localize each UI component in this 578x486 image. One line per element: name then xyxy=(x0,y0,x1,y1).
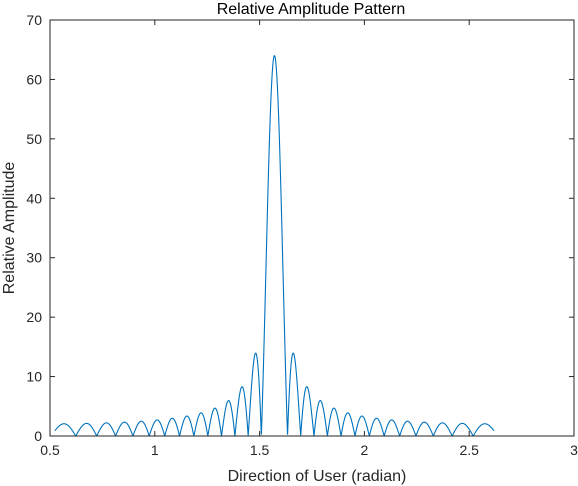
plot-area xyxy=(50,20,574,436)
chart-title: Relative Amplitude Pattern xyxy=(217,1,406,18)
y-tick-label: 10 xyxy=(26,369,42,385)
y-tick-label: 70 xyxy=(26,12,42,28)
y-tick-label: 30 xyxy=(26,250,42,266)
x-axis-title: Direction of User (radian) xyxy=(228,468,407,485)
y-tick-label: 40 xyxy=(26,190,42,206)
x-tick-label: 2 xyxy=(361,442,369,458)
x-tick-label: 2.5 xyxy=(459,442,479,458)
y-axis-title: Relative Amplitude xyxy=(1,162,18,295)
y-tick-label: 0 xyxy=(34,428,42,444)
x-tick-label: 0.5 xyxy=(40,442,60,458)
axes-box xyxy=(49,19,575,437)
y-tick-label: 60 xyxy=(26,71,42,87)
y-tick-label: 20 xyxy=(26,309,42,325)
x-tick-label: 1 xyxy=(151,442,159,458)
amplitude-pattern-line xyxy=(54,55,495,437)
x-tick-label: 1.5 xyxy=(250,442,270,458)
x-tick-label: 3 xyxy=(570,442,578,458)
y-tick-label: 50 xyxy=(26,131,42,147)
